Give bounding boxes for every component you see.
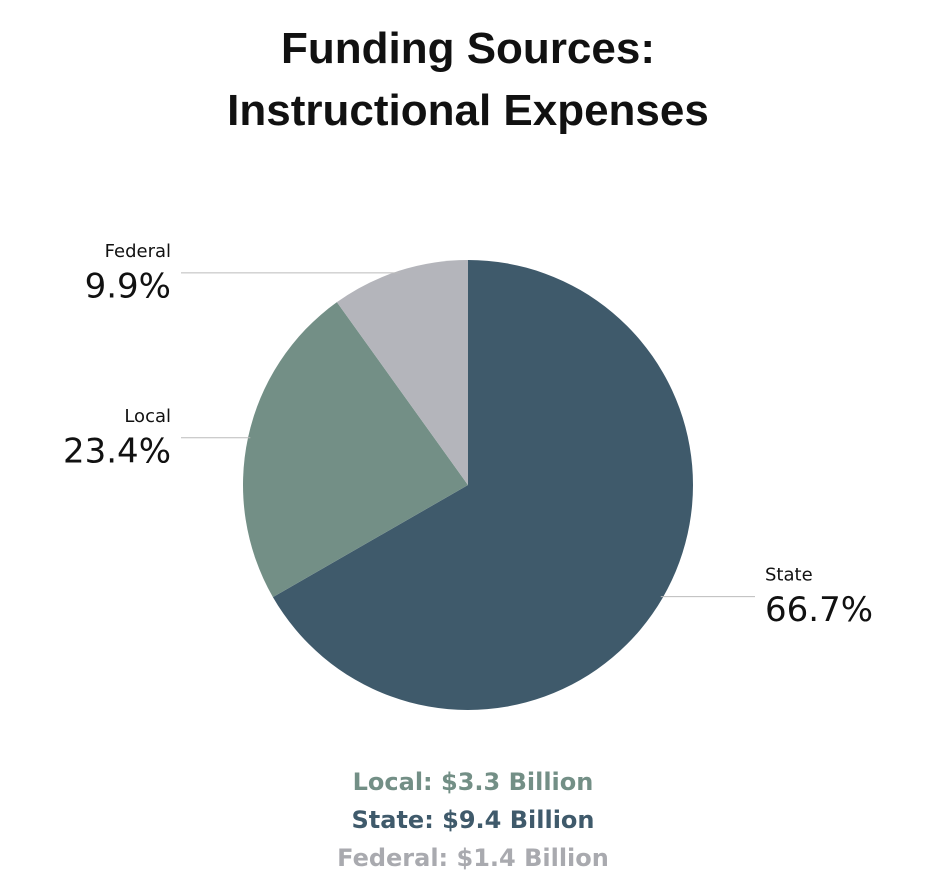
chart-title: Funding Sources: Instructional Expenses bbox=[227, 24, 709, 135]
slice-value-label: 9.9% bbox=[85, 266, 171, 306]
slice-label: State bbox=[765, 565, 813, 586]
slice-value-label: 66.7% bbox=[765, 590, 873, 630]
footnote: State: $9.4 Billion bbox=[352, 806, 595, 834]
footnote: Federal: $1.4 Billion bbox=[337, 844, 609, 872]
slice-value-label: 23.4% bbox=[63, 431, 171, 471]
slice-label: Local bbox=[124, 406, 171, 427]
pie-slice bbox=[336, 260, 468, 485]
slice-label: Federal bbox=[105, 241, 171, 262]
pie-slice bbox=[272, 260, 693, 710]
pie-slice bbox=[242, 302, 468, 598]
footnote: Local: $3.3 Billion bbox=[353, 768, 594, 796]
